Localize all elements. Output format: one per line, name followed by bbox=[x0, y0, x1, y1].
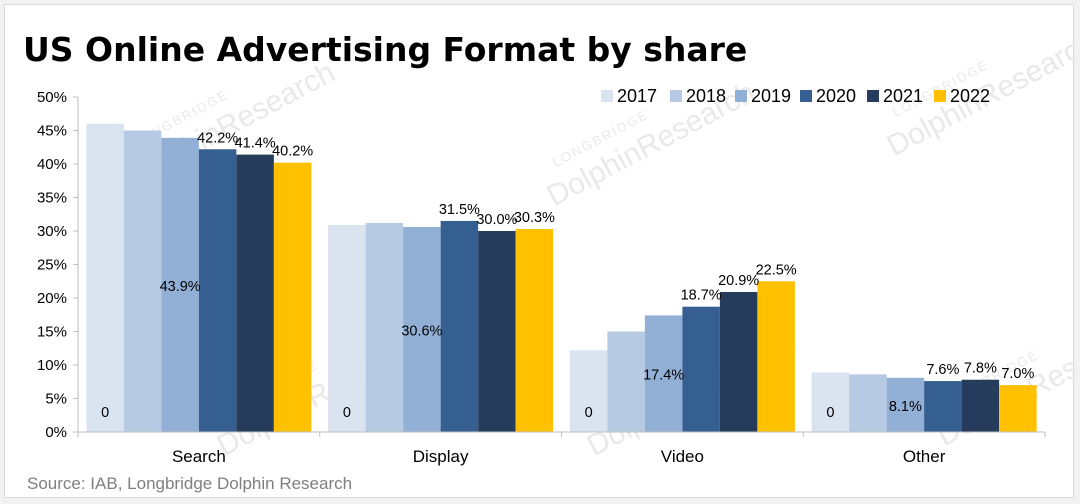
data-label: 0 bbox=[343, 405, 351, 421]
bar bbox=[515, 228, 554, 432]
data-label: 0 bbox=[585, 405, 593, 421]
legend-label: 2020 bbox=[816, 86, 856, 106]
bar bbox=[886, 377, 925, 432]
chart-title: US Online Advertising Format by share bbox=[23, 30, 747, 69]
bar bbox=[161, 137, 199, 432]
bar bbox=[365, 222, 404, 432]
data-label: 40.2% bbox=[272, 144, 313, 160]
legend-label: 2021 bbox=[883, 86, 923, 106]
data-labels-layer: 0 43.9% 42.2%41.4%40.2% 0 30.6% 31.5%30.0%30.… bbox=[101, 130, 1034, 421]
bar bbox=[86, 123, 124, 433]
data-label: 30.3% bbox=[514, 210, 555, 226]
data-label: 43.9% bbox=[160, 279, 201, 295]
y-tick-label: 10% bbox=[37, 357, 67, 374]
data-label: 17.4% bbox=[643, 368, 684, 384]
data-label: 31.5% bbox=[439, 202, 480, 218]
data-label: 7.0% bbox=[1001, 366, 1034, 382]
bar bbox=[811, 372, 850, 432]
source-note: Source: IAB, Longbridge Dolphin Research bbox=[27, 474, 352, 493]
data-label: 0 bbox=[826, 405, 834, 421]
x-axis: Search Display Video Other bbox=[77, 431, 1046, 466]
x-tick-label: Other bbox=[903, 447, 946, 466]
data-label: 22.5% bbox=[756, 262, 797, 278]
bars-layer bbox=[86, 123, 1037, 433]
y-tick-label: 35% bbox=[37, 190, 67, 207]
bar bbox=[478, 231, 516, 432]
bar bbox=[644, 315, 683, 432]
y-tick-label: 45% bbox=[37, 123, 67, 140]
bar bbox=[682, 306, 720, 432]
data-label: 20.9% bbox=[718, 273, 759, 289]
bar bbox=[607, 331, 645, 432]
bar bbox=[273, 162, 312, 432]
data-label: 8.1% bbox=[889, 399, 922, 415]
y-axis: 0% 5% 10% 15% 20% 25% 30% 35% 40% 45% 50% bbox=[37, 89, 79, 441]
x-tick-label: Display bbox=[413, 447, 469, 466]
legend-swatch bbox=[735, 90, 747, 102]
legend-swatch bbox=[934, 90, 946, 102]
y-tick-label: 40% bbox=[37, 156, 67, 173]
y-tick-label: 25% bbox=[37, 257, 67, 274]
legend-swatch bbox=[867, 90, 879, 102]
legend-label: 2018 bbox=[686, 86, 726, 106]
data-label: 18.7% bbox=[681, 288, 722, 304]
y-tick-label: 50% bbox=[37, 89, 67, 106]
bar bbox=[569, 350, 608, 432]
legend-label: 2017 bbox=[617, 86, 657, 106]
bar bbox=[757, 281, 795, 432]
data-label: 42.2% bbox=[197, 130, 238, 146]
bar bbox=[123, 130, 162, 432]
data-label: 30.0% bbox=[476, 212, 517, 228]
x-tick-label: Search bbox=[172, 447, 226, 466]
bar bbox=[328, 224, 366, 432]
y-tick-label: 15% bbox=[37, 324, 67, 341]
bar bbox=[849, 374, 887, 432]
y-tick-label: 5% bbox=[45, 391, 67, 408]
bar bbox=[403, 226, 441, 432]
data-label: 30.6% bbox=[401, 323, 442, 339]
bar bbox=[198, 149, 237, 432]
legend-label: 2019 bbox=[751, 86, 791, 106]
data-label: 0 bbox=[101, 405, 109, 421]
chart-card: LONGBRIDGE DolphinResearch LONGBRIDGE Dolph… bbox=[4, 4, 1075, 498]
bar bbox=[440, 220, 479, 432]
data-label: 7.8% bbox=[964, 361, 997, 377]
bar bbox=[719, 291, 758, 432]
bar bbox=[999, 385, 1037, 432]
bar bbox=[924, 381, 962, 432]
legend-swatch bbox=[601, 90, 613, 102]
legend: 2017 2018 2019 2020 2021 2022 bbox=[601, 86, 990, 106]
y-tick-label: 0% bbox=[45, 424, 67, 441]
bar bbox=[236, 154, 274, 432]
data-label: 7.6% bbox=[926, 362, 959, 378]
legend-label: 2022 bbox=[950, 86, 990, 106]
x-tick-label: Video bbox=[661, 447, 704, 466]
legend-swatch bbox=[800, 90, 812, 102]
legend-swatch bbox=[670, 90, 682, 102]
data-label: 41.4% bbox=[235, 136, 276, 152]
bar bbox=[961, 379, 1000, 432]
y-tick-label: 30% bbox=[37, 223, 67, 240]
y-tick-label: 20% bbox=[37, 290, 67, 307]
